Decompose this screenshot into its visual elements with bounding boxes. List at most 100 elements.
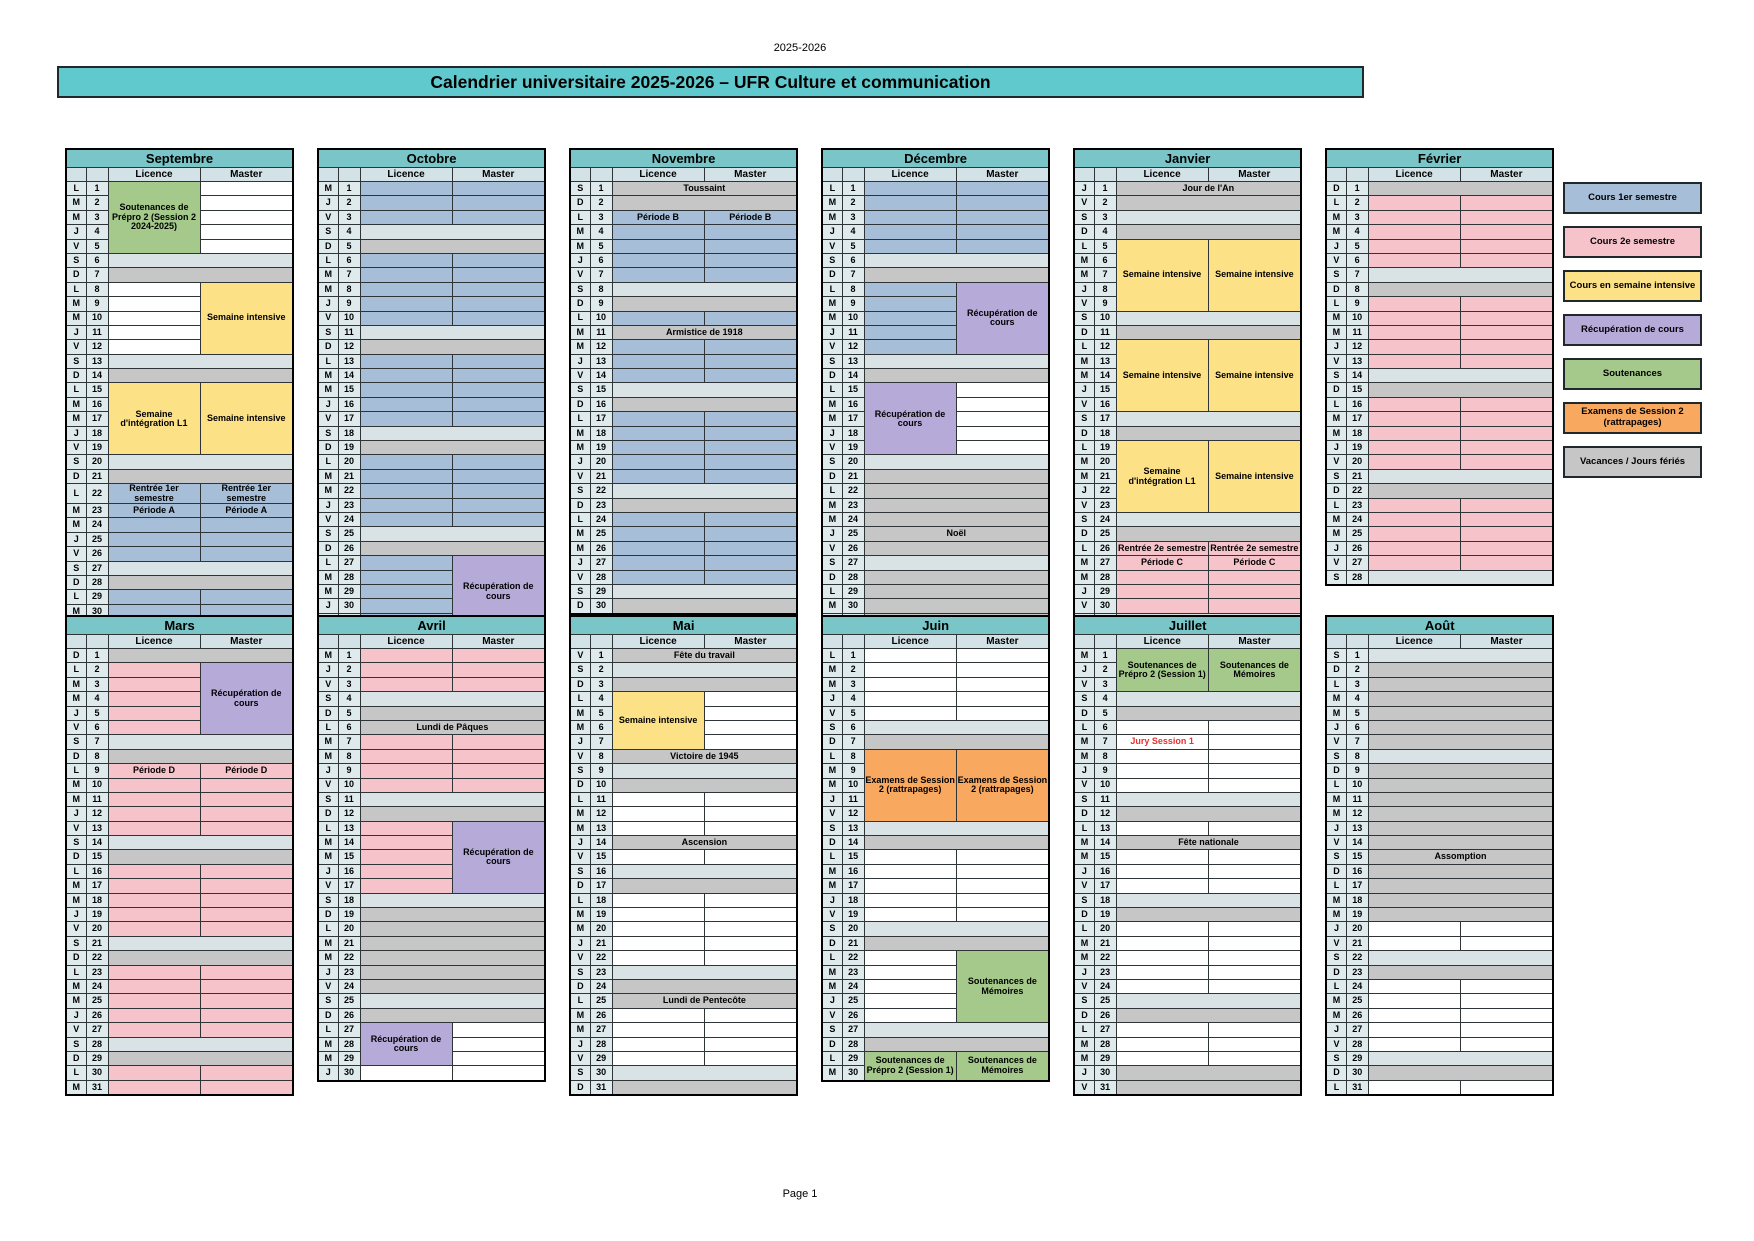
day-cell [1367,863,1554,880]
day-letter: M [821,676,843,693]
day-number: 26 [1093,1007,1117,1024]
day-row: M 10 [821,777,1049,793]
day-cell [451,195,546,211]
day-row: J 25 [65,531,294,548]
day-cell [611,964,798,980]
column-licence-header: Licence [1367,167,1461,182]
day-row: J 30 [317,1065,546,1082]
event-cell: Rentrée 2e semestre [1207,540,1302,557]
day-letter: S [569,863,591,880]
day-letter: L [821,483,843,499]
day-cell [451,267,546,283]
day-letter: M [65,791,87,808]
day-letter: J [1325,820,1347,837]
day-row: M 27 Période C Période C [1073,555,1302,571]
day-letter: J [821,993,843,1009]
day-letter: L [821,647,843,664]
day-cell [107,310,201,326]
day-cell [1367,497,1461,513]
day-row: L 15 [821,849,1050,865]
day-letter: S [569,964,591,980]
day-cell [955,892,1050,909]
day-letter: D [569,598,591,615]
day-row: D 19 [317,440,546,456]
day-letter: D [1325,763,1347,779]
day-letter: V [569,950,591,966]
day-letter: D [1325,180,1347,197]
day-cell [359,324,546,341]
day-row: L 24 [569,511,798,528]
day-letter: J [569,252,591,269]
legend-item: Cours 2e semestre [1563,226,1702,258]
day-number: 14 [337,368,361,384]
day-letter: L [1073,540,1095,557]
day-row: J 20 [1325,921,1554,937]
day-letter: M [65,993,87,1009]
day-cell [199,589,294,605]
day-cell [863,339,957,355]
day-number: 8 [1093,748,1117,765]
day-number-header [1345,167,1369,182]
day-letter: M [1073,950,1095,966]
day-number: 7 [1345,267,1369,283]
day-cell [703,806,798,822]
day-letter: J [1325,719,1347,736]
day-row: J 16 [317,396,546,413]
day-cell [451,676,546,693]
day-cell [359,454,453,470]
day-row: L 13 [317,353,546,370]
day-number: 27 [1345,555,1369,571]
day-row: D 31 [569,1079,798,1096]
day-number: 16 [85,396,109,413]
day-cell [1367,1036,1461,1052]
day-cell [863,569,1050,585]
day-cell [703,791,798,808]
day-letter: D [317,806,339,822]
day-row: S 17 [1073,411,1302,427]
day-row: L 6 Lundi de Pâques [317,719,546,736]
day-number: 13 [1093,820,1117,837]
day-number: 2 [1093,662,1117,678]
day-number: 22 [337,950,361,966]
day-cell [863,310,957,326]
day-cell [199,978,294,995]
day-cell [199,531,294,548]
day-row: M 10 [65,310,293,326]
day-number: 26 [589,1007,613,1024]
day-row: V 28 [569,569,798,585]
day-cell [1367,921,1461,937]
day-number: 29 [589,583,613,600]
day-letter: V [317,209,339,226]
day-cell [863,583,1050,600]
day-row: M 24 [1325,511,1554,528]
day-cell [611,676,798,693]
day-row: V 26 [65,546,294,562]
event-cell: Toussaint [611,180,798,197]
day-cell [703,526,798,542]
day-cell [863,497,1050,513]
month-title: Mai [569,615,798,635]
day-letter: S [569,180,591,197]
day-number: 3 [589,676,613,693]
day-row: S 10 [1073,310,1302,326]
column-master-header: Master [451,167,546,182]
day-number: 21 [841,935,865,952]
day-letter: V [1325,835,1347,851]
day-number: 21 [1093,935,1117,952]
day-number: 21 [1345,468,1369,485]
day-cell [359,806,546,822]
day-number: 3 [85,676,109,693]
day-number: 12 [85,806,109,822]
day-cell [1367,396,1461,413]
day-letter: V [1325,734,1347,750]
day-cell [611,598,798,615]
day-letter: S [569,763,591,779]
day-row: J 27 [569,555,798,571]
day-letter: M [317,583,339,600]
day-row: L 29 [65,589,294,605]
day-cell [107,935,294,952]
